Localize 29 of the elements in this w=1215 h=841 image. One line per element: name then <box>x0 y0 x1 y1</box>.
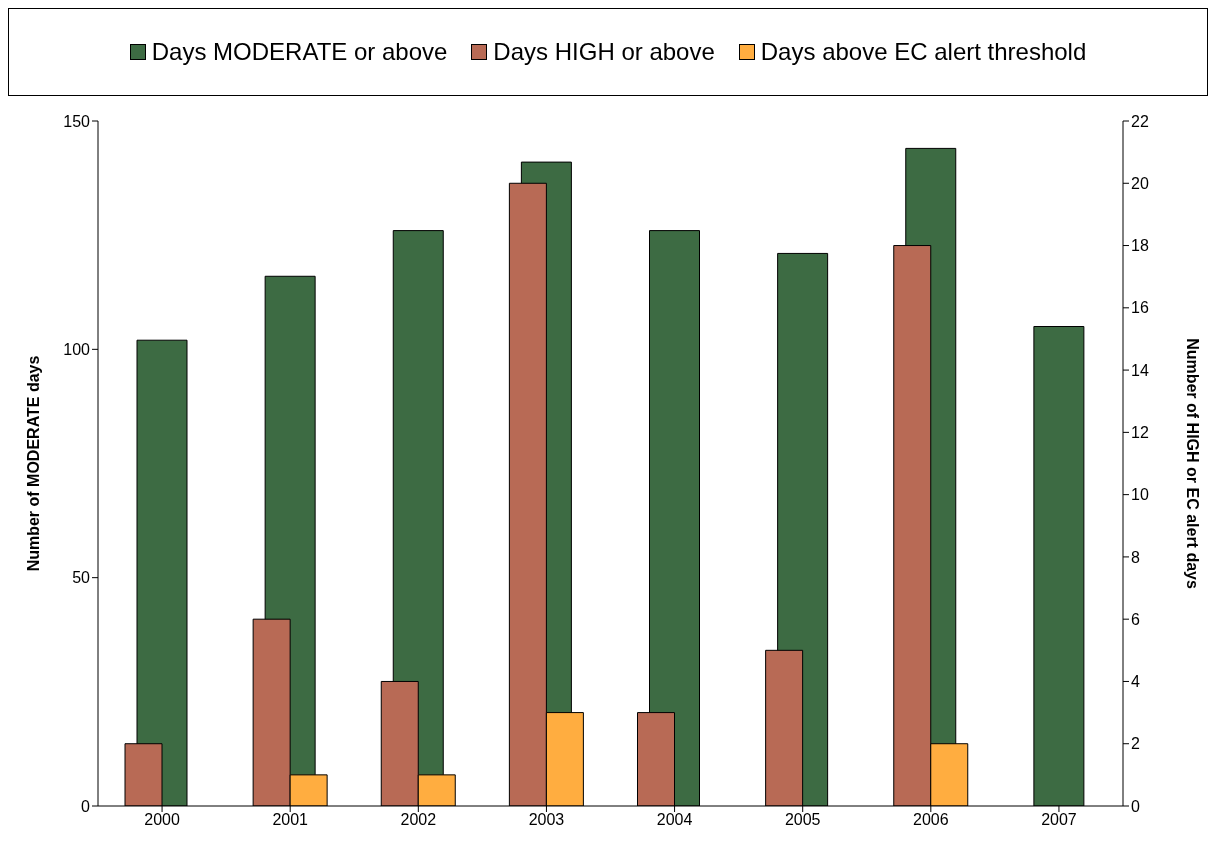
y2-tick-label: 4 <box>1131 673 1140 691</box>
x-tick-label: 2002 <box>400 811 437 829</box>
x-tick-label: 2007 <box>1041 811 1077 829</box>
y2-tick-label: 2 <box>1131 735 1140 753</box>
y2-tick-label: 16 <box>1131 299 1149 317</box>
y2-tick-label: 14 <box>1131 361 1149 379</box>
x-tick-label: 2003 <box>528 811 565 829</box>
y2-tick-label: 22 <box>1131 112 1149 130</box>
x-tick-label: 2001 <box>272 811 309 829</box>
legend-label: Days HIGH or above <box>493 38 715 66</box>
y2-tick-label: 18 <box>1131 237 1149 255</box>
y-tick-label: 0 <box>81 797 91 815</box>
y-tick-label: 150 <box>63 112 91 130</box>
y2-tick-label: 10 <box>1131 486 1149 504</box>
legend-label: Days above EC alert threshold <box>760 38 1087 66</box>
y2-axis-title: Number of HIGH or EC alert days <box>1184 338 1202 589</box>
x-tick-label: 2004 <box>656 811 693 829</box>
y-tick-label: 50 <box>72 569 91 587</box>
y2-tick-label: 20 <box>1131 174 1149 192</box>
x-tick-label: 2000 <box>144 811 180 829</box>
legend-label: Days MODERATE or above <box>151 38 448 66</box>
y2-tick-label: 12 <box>1131 424 1149 442</box>
y-tick-label: 100 <box>63 341 91 359</box>
y-axis-title: Number of MODERATE days <box>24 355 42 572</box>
y2-tick-label: 8 <box>1131 548 1140 566</box>
x-tick-label: 2006 <box>913 811 949 829</box>
y2-tick-label: 6 <box>1131 610 1140 628</box>
y2-tick-label: 0 <box>1131 797 1140 815</box>
x-tick-label: 2005 <box>784 811 821 829</box>
